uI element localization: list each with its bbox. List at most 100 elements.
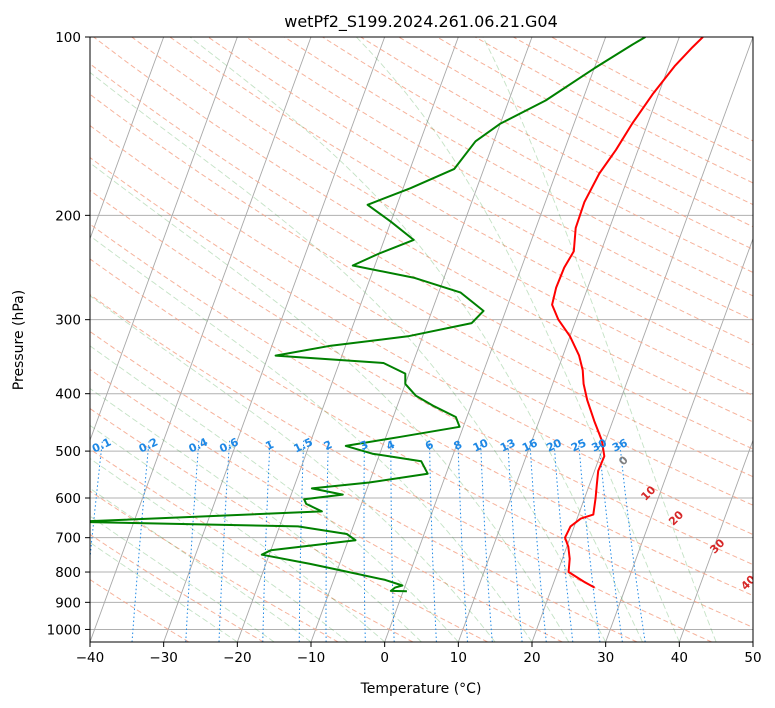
mixing-ratio-label: 0.6 [217, 435, 240, 455]
isotherm-gridline [90, 37, 165, 240]
isotherm-gridline [752, 640, 753, 642]
x-tick-label: 50 [744, 650, 761, 666]
x-tick-label: 40 [671, 650, 688, 666]
temperature-profile-line [551, 37, 704, 589]
dry-adiabat [90, 368, 563, 642]
mixing-ratio-line [457, 440, 468, 642]
mixing-ratio-line [325, 440, 329, 642]
isotherm-gridline [90, 37, 238, 442]
isotherm-gridline [90, 37, 312, 642]
dry-adiabat [90, 93, 753, 478]
y-tick-label: 900 [55, 595, 81, 611]
dry-adiabat [90, 124, 753, 506]
dry-adiabat [90, 258, 753, 628]
dry-adiabat [90, 156, 753, 536]
x-tick-label: 30 [597, 650, 614, 666]
y-tick-label: 400 [55, 387, 81, 403]
x-tick-label: 20 [523, 650, 540, 666]
moist-adiabat-label: 30 [707, 536, 727, 556]
y-tick-label: 100 [55, 30, 81, 46]
moist-adiabat-label: 20 [666, 508, 686, 528]
mixing-ratio-label: 16 [520, 436, 540, 454]
dry-adiabat [284, 37, 753, 297]
moist-adiabat [482, 37, 717, 642]
moist-adiabat [90, 235, 533, 642]
x-tick-label: −40 [76, 650, 105, 666]
dry-adiabat [90, 448, 414, 642]
dry-adiabat-label: -10 [6, 428, 29, 451]
mixing-ratio-line [578, 440, 601, 642]
x-tick-label: −10 [297, 650, 326, 666]
mixing-ratio-line [598, 440, 623, 642]
dry-adiabat [93, 37, 753, 423]
mixing-ratio-line [619, 440, 646, 642]
mixing-ratio-label: 36 [610, 436, 630, 454]
mixing-ratio-line [90, 440, 103, 563]
moist-adiabat [90, 541, 238, 642]
dry-adiabat [90, 578, 190, 642]
x-tick-label: −20 [223, 650, 252, 666]
isotherm-gridline [163, 37, 386, 642]
mixing-ratio-label: 25 [569, 436, 588, 454]
mixing-ratio-line [185, 440, 200, 642]
mixing-ratio-label: 13 [498, 436, 517, 454]
dry-adiabat [90, 490, 339, 642]
mixing-ratio-label: 0.2 [137, 435, 160, 455]
moist-adiabat-label: 10 [638, 483, 658, 503]
profile-lines [90, 37, 704, 593]
dry-adiabat [90, 294, 712, 642]
dry-adiabat [90, 223, 753, 597]
isotherm-gridline [384, 37, 607, 642]
y-tick-label: 200 [55, 208, 81, 224]
moist-adiabat [189, 37, 643, 642]
background-lines [90, 37, 753, 642]
mixing-ratio-line [363, 440, 366, 642]
isotherm-gridline [605, 237, 753, 642]
y-axis-label: Pressure (hPa) [11, 290, 27, 390]
y-tick-label: 800 [55, 565, 81, 581]
dry-adiabat [90, 533, 264, 642]
mixing-ratio-line [429, 440, 437, 642]
mixing-ratio-line [262, 440, 271, 642]
moist-adiabat-label: 40 [738, 572, 758, 592]
mixing-ratio-label: 10 [471, 436, 491, 454]
moist-adiabat [90, 424, 385, 642]
mixing-ratio-line [390, 440, 395, 642]
dry-adiabat [436, 37, 753, 206]
isotherm-gridline [457, 37, 680, 642]
x-axis: −40 −30 −20 −10 0 10 20 30 40 50 [76, 642, 762, 666]
moist-adiabat [90, 71, 607, 642]
isotherm-gridline [236, 37, 459, 642]
dry-adiabat [513, 37, 753, 163]
plot-frame [89, 36, 754, 643]
moist-adiabat [355, 37, 680, 642]
x-tick-label: 10 [450, 650, 467, 666]
mixing-ratio-label: 0.4 [187, 435, 210, 455]
x-tick-label: 0 [380, 650, 389, 666]
y-tick-label: 700 [55, 531, 81, 547]
moist-adiabat [90, 515, 275, 642]
dry-adiabat [245, 37, 753, 321]
isotherm-gridline [531, 37, 753, 642]
mixing-ratio-line [553, 440, 574, 642]
y-axis: 100 200 300 400 500 600 700 800 900 1000 [47, 30, 90, 638]
moist-adiabat [90, 387, 422, 642]
moist-adiabat-label: 0 [616, 453, 631, 468]
isotherm-gridline [678, 439, 753, 642]
y-tick-label: 600 [55, 491, 81, 507]
chart-title: wetPf2_S199.2024.261.06.21.G04 [284, 12, 558, 32]
mixing-ratio-line [480, 440, 493, 642]
y-tick-label: 500 [55, 444, 81, 460]
mixing-ratio-line [507, 440, 523, 642]
moist-adiabat [90, 345, 459, 642]
dry-adiabat [90, 189, 753, 566]
dry-adiabat [90, 330, 638, 642]
x-axis-label: Temperature (°C) [360, 681, 482, 697]
x-tick-label: −30 [149, 650, 178, 666]
background-labels: 0.10.20.40.611.52346810131620253036-100-… [6, 428, 758, 592]
moist-adiabat [90, 162, 570, 642]
mixing-ratio-line [298, 440, 305, 642]
y-tick-label: 1000 [47, 622, 81, 638]
mixing-ratio-label: 0.1 [90, 435, 113, 455]
y-tick-label: 300 [55, 313, 81, 329]
